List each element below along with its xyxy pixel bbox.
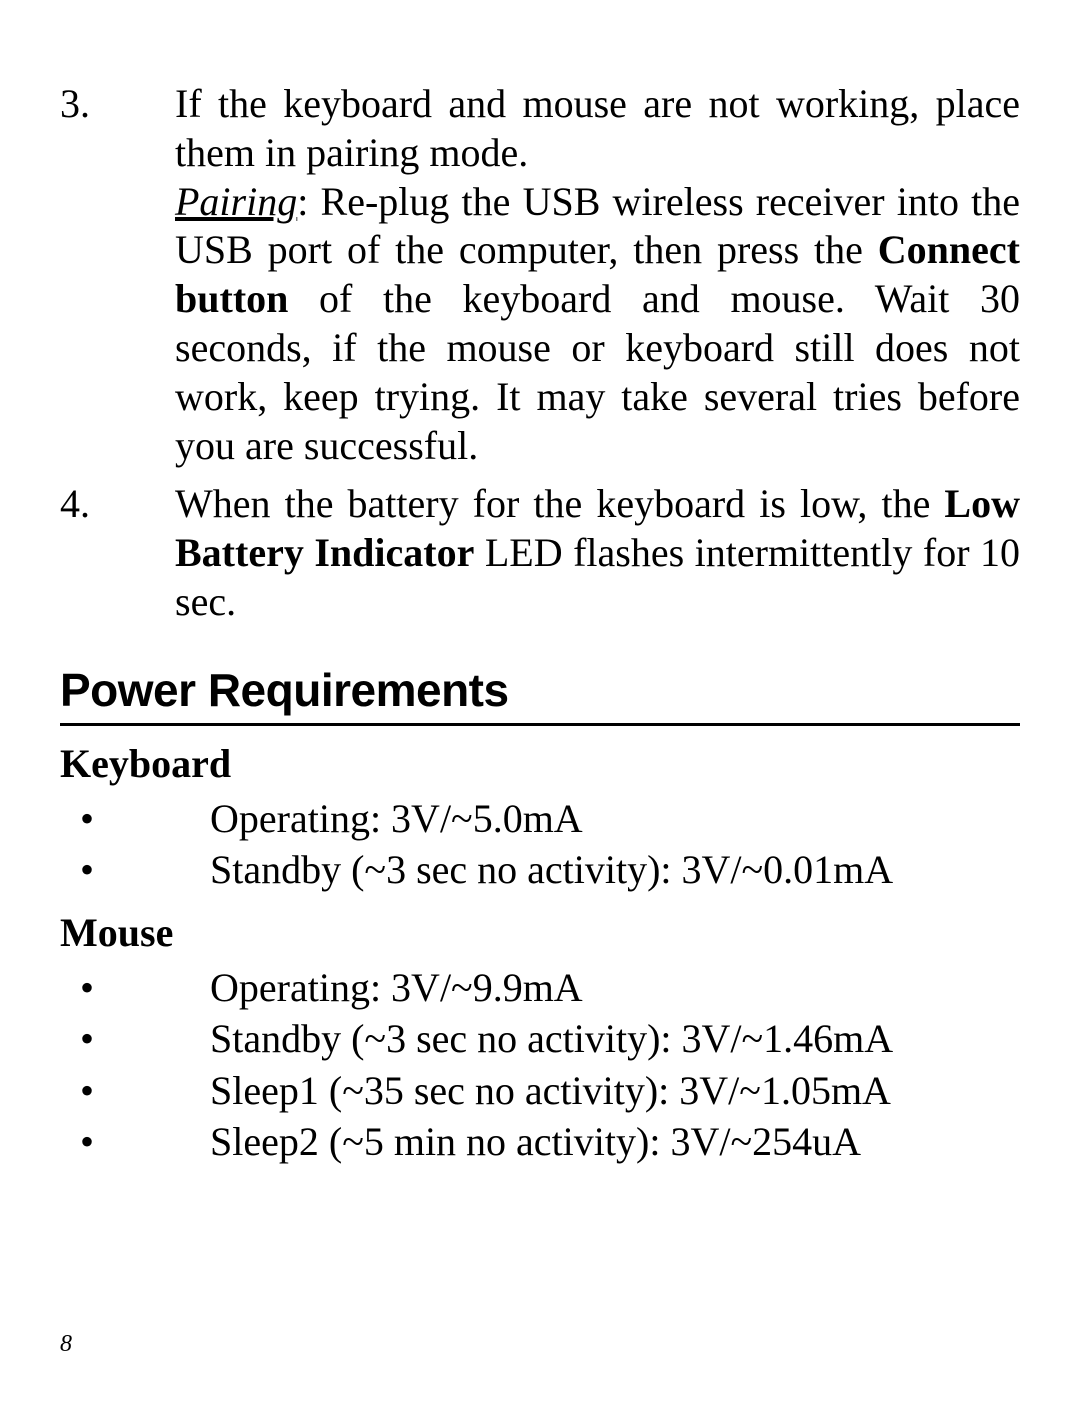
spec-text: Operating: 3V/~5.0mA xyxy=(210,793,1020,844)
list-text: If the keyboard and mouse are not workin… xyxy=(175,81,1020,175)
bullet-icon: • xyxy=(60,1116,210,1167)
subheading-keyboard: Keyboard xyxy=(60,740,1020,787)
pairing-label: Pairing xyxy=(175,179,297,224)
spec-text: Sleep1 (~35 sec no activity): 3V/~1.05mA xyxy=(210,1065,1020,1116)
bullet-icon: • xyxy=(60,1013,210,1064)
list-body: If the keyboard and mouse are not workin… xyxy=(175,80,1020,470)
pairing-text: of the keyboard and mouse. Wait 30 secon… xyxy=(175,276,1020,467)
list-item: • Operating: 3V/~9.9mA xyxy=(60,962,1020,1013)
spec-text: Standby (~3 sec no activity): 3V/~0.01mA xyxy=(210,844,1020,895)
keyboard-specs-list: • Operating: 3V/~5.0mA • Standby (~3 sec… xyxy=(60,793,1020,895)
bullet-icon: • xyxy=(60,962,210,1013)
page: 3. If the keyboard and mouse are not wor… xyxy=(0,0,1080,1408)
bullet-icon: • xyxy=(60,793,210,844)
subheading-mouse: Mouse xyxy=(60,909,1020,956)
section-heading-power-requirements: Power Requirements xyxy=(60,663,1020,726)
list-item: • Sleep1 (~35 sec no activity): 3V/~1.05… xyxy=(60,1065,1020,1116)
bullet-icon: • xyxy=(60,1065,210,1116)
spec-text: Standby (~3 sec no activity): 3V/~1.46mA xyxy=(210,1013,1020,1064)
pairing-sep: : xyxy=(297,179,320,224)
mouse-specs-list: • Operating: 3V/~9.9mA • Standby (~3 sec… xyxy=(60,962,1020,1167)
list-item: • Sleep2 (~5 min no activity): 3V/~254uA xyxy=(60,1116,1020,1167)
page-number: 8 xyxy=(60,1331,72,1358)
list-item: 3. If the keyboard and mouse are not wor… xyxy=(60,80,1020,470)
list-text: When the battery for the keyboard is low… xyxy=(175,481,944,526)
list-item: • Operating: 3V/~5.0mA xyxy=(60,793,1020,844)
list-item: • Standby (~3 sec no activity): 3V/~1.46… xyxy=(60,1013,1020,1064)
list-number: 4. xyxy=(60,480,175,529)
spec-text: Operating: 3V/~9.9mA xyxy=(210,962,1020,1013)
spec-text: Sleep2 (~5 min no activity): 3V/~254uA xyxy=(210,1116,1020,1167)
numbered-list: 3. If the keyboard and mouse are not wor… xyxy=(60,80,1020,627)
bullet-icon: • xyxy=(60,844,210,895)
list-item: 4. When the battery for the keyboard is … xyxy=(60,480,1020,626)
list-number: 3. xyxy=(60,80,175,129)
list-item: • Standby (~3 sec no activity): 3V/~0.01… xyxy=(60,844,1020,895)
list-body: When the battery for the keyboard is low… xyxy=(175,480,1020,626)
